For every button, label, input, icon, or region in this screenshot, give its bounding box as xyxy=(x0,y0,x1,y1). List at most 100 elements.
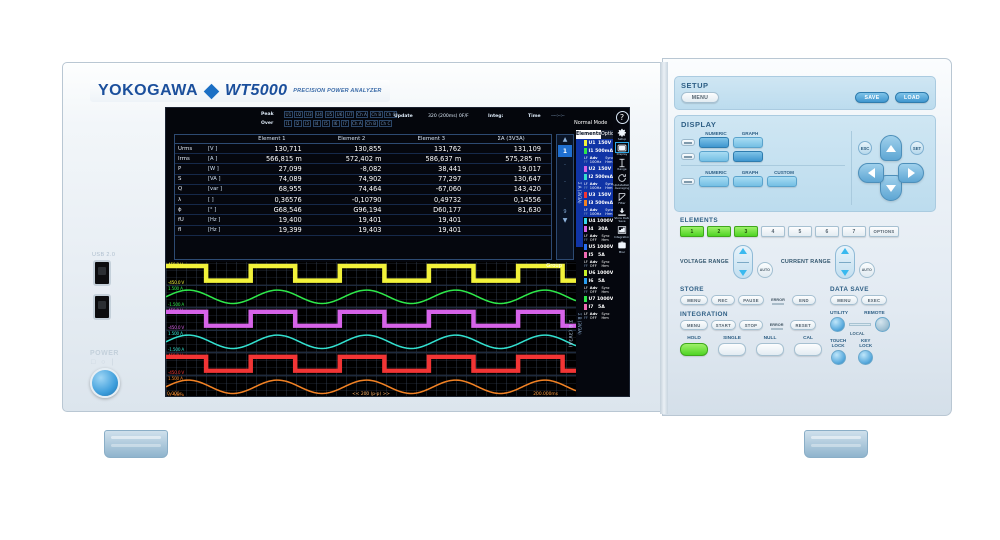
element-channel-list[interactable]: U1150VI1500mALFFFAdv100HzSyncHrmU1U2150V… xyxy=(583,139,621,321)
utility-button[interactable] xyxy=(830,317,845,332)
waveform-display[interactable]: 450.0 V -450.0 V 1.500 A -1.500 A 450.0 V -45… xyxy=(166,262,576,396)
down-arrow-button[interactable] xyxy=(880,175,902,201)
page-up-arrow-icon[interactable]: ▲ xyxy=(562,136,568,143)
display-row1-graph-button[interactable] xyxy=(733,137,763,148)
element-button-2[interactable]: 2 xyxy=(707,226,731,237)
channel-row-u5[interactable]: U5 1000V xyxy=(583,243,613,251)
store-end-button[interactable]: END xyxy=(792,295,816,305)
toolbar-item-range[interactable]: Range xyxy=(613,157,629,171)
element-button-4[interactable]: 4 xyxy=(761,226,785,237)
channel-filter-row[interactable]: LFFFAdvOFFSyncHrmU1 xyxy=(583,285,617,295)
set-button[interactable]: SET xyxy=(910,141,924,155)
channel-row-u4[interactable]: U4 1000V xyxy=(583,217,613,225)
integration-stop-button[interactable]: STOP xyxy=(739,320,763,330)
channel-row-u6[interactable]: U6 1000V xyxy=(583,269,613,277)
touch-lock-button[interactable] xyxy=(830,350,846,366)
display-row1-indicator[interactable] xyxy=(681,139,695,146)
channel-filter-row[interactable]: LFFFAdvOFFSyncHrmU1 xyxy=(583,259,617,269)
remote-button[interactable] xyxy=(875,317,890,332)
setup-save-button[interactable]: SAVE xyxy=(855,92,889,103)
channel-row-i6[interactable]: I6 5A xyxy=(583,277,613,285)
element-button-1[interactable]: 1 xyxy=(680,226,704,237)
channel-row-i7[interactable]: I7 5A xyxy=(583,303,613,311)
page-dot-3[interactable]: · xyxy=(563,195,567,203)
toolbar-item-updaterate-averaging[interactable]: UpdateRate Averaging xyxy=(613,173,629,190)
current-range-up-icon[interactable] xyxy=(840,248,849,254)
usb-port-1[interactable] xyxy=(93,260,111,286)
toolbar-item-misc[interactable]: Misc xyxy=(613,240,629,254)
page-dot-2[interactable]: · xyxy=(563,178,567,186)
waveform-lane-i1[interactable]: 1.500 A -1.500 A xyxy=(166,284,576,308)
channel-row-i5[interactable]: I5 5A xyxy=(583,251,613,259)
function-button-row[interactable]: HOLD SINGLE NULL CAL xyxy=(680,336,822,356)
power-button[interactable] xyxy=(90,368,120,398)
channel-row-i2[interactable]: I2 500mA xyxy=(583,173,613,181)
display-row3-graph-button[interactable] xyxy=(733,176,763,187)
cal-button[interactable] xyxy=(794,342,822,356)
channel-filter-row[interactable]: LFFFAdv100HzSyncHrmU1 xyxy=(583,181,621,191)
esc-button[interactable]: ESC xyxy=(858,141,872,155)
toolbar-item-filter[interactable]: Filter xyxy=(613,191,629,205)
element-options-button[interactable]: OPTIONS xyxy=(869,226,899,237)
element-button-6[interactable]: 6 xyxy=(815,226,839,237)
left-arrow-button[interactable] xyxy=(858,163,884,183)
voltage-auto-button[interactable]: AUTO xyxy=(756,262,773,278)
store-rec-button[interactable]: REC xyxy=(711,295,735,305)
element-button-3[interactable]: 3 xyxy=(734,226,758,237)
channel-row-i1[interactable]: I1 500mA xyxy=(583,147,613,155)
right-arrow-button[interactable] xyxy=(898,163,924,183)
voltage-range-up-icon[interactable] xyxy=(738,248,747,254)
instrument-screen[interactable]: Peak U1 U2 U3 U4 U5 U6 U7 Ch A Ch B Ch C Over I1 I… xyxy=(165,107,630,397)
usb-port-2[interactable] xyxy=(93,294,111,320)
waveform-lane-i2[interactable]: 1.500 A -1.500 A xyxy=(166,329,576,353)
up-arrow-button[interactable] xyxy=(880,135,902,161)
voltage-range-down-icon[interactable] xyxy=(738,270,747,276)
channel-filter-row[interactable]: LFFFAdv100HzSyncHrmU1 xyxy=(583,155,621,165)
display-row1-numeric-button[interactable] xyxy=(699,137,729,148)
element-group[interactable]: U1150VI1500mALFFFAdv100HzSyncHrmU1 xyxy=(583,139,621,165)
channel-row-i3[interactable]: I3 500mA xyxy=(583,199,613,207)
integration-reset-button[interactable]: RESET xyxy=(790,320,816,330)
waveform-lane-u2[interactable]: 450.0 V -450.0 V xyxy=(166,307,576,330)
element-group[interactable]: U3150VI3500mALFFFAdv100HzSyncHrmU1 xyxy=(583,191,621,217)
element-button-5[interactable]: 5 xyxy=(788,226,812,237)
single-button[interactable] xyxy=(718,342,746,356)
current-auto-button[interactable]: AUTO xyxy=(858,262,875,278)
setup-load-button[interactable]: LOAD xyxy=(895,92,929,103)
key-lock-button[interactable] xyxy=(858,350,874,366)
current-range-rocker[interactable] xyxy=(834,245,855,279)
store-pause-button[interactable]: PAUSE xyxy=(738,295,764,305)
channel-row-u1[interactable]: U1 150V xyxy=(583,139,613,147)
element-group[interactable]: U2150VI2500mALFFFAdv100HzSyncHrmU1 xyxy=(583,165,621,191)
elements-tab-options[interactable]: Options xyxy=(601,130,620,139)
voltage-range-rocker[interactable] xyxy=(732,245,753,279)
channel-row-u3[interactable]: U3 150V xyxy=(583,191,613,199)
data-save-exec-button[interactable]: EXEC xyxy=(861,295,887,305)
page-current[interactable]: 1 xyxy=(558,145,572,157)
page-dot-1[interactable]: · xyxy=(563,161,567,169)
page-navigation-strip[interactable]: ▲ 1 · · · 9 ▼ xyxy=(556,134,574,260)
channel-row-u7[interactable]: U7 1000V xyxy=(583,295,613,303)
elements-tab-elements[interactable]: Elements xyxy=(576,130,601,139)
channel-row-u2[interactable]: U2 150V xyxy=(583,165,613,173)
display-row3-custom-button[interactable] xyxy=(767,176,797,187)
null-button[interactable] xyxy=(756,342,784,356)
integration-start-button[interactable]: START xyxy=(710,320,737,330)
page-down-arrow-icon[interactable]: ▼ xyxy=(562,217,568,224)
page-last[interactable]: 9 xyxy=(563,209,567,215)
integration-menu-button[interactable]: MENU xyxy=(680,320,708,330)
setup-menu-button[interactable]: MENU xyxy=(681,92,719,103)
toolbar-item-store-data-save[interactable]: Store Data Save xyxy=(613,206,629,223)
screen-toolbar[interactable]: ? Setup Display Range UpdateRate Averaging F… xyxy=(613,108,629,396)
waveform-lane-u3[interactable]: 450.0 V -450.0 V xyxy=(166,352,576,375)
channel-filter-row[interactable]: LFFFAdvOFFSyncHrmU1 xyxy=(583,233,617,243)
hold-button[interactable] xyxy=(680,342,708,356)
lock-button-row[interactable]: TOUCH LOCK KEY LOCK xyxy=(830,338,930,366)
help-icon[interactable]: ? xyxy=(615,111,629,124)
channel-filter-row[interactable]: LFFFAdvOFFSyncHrmU1 xyxy=(583,311,617,321)
channel-row-i4[interactable]: I4 30A xyxy=(583,225,613,233)
waveform-lane-i3[interactable]: 1.500 A -1.500 A xyxy=(166,374,576,396)
